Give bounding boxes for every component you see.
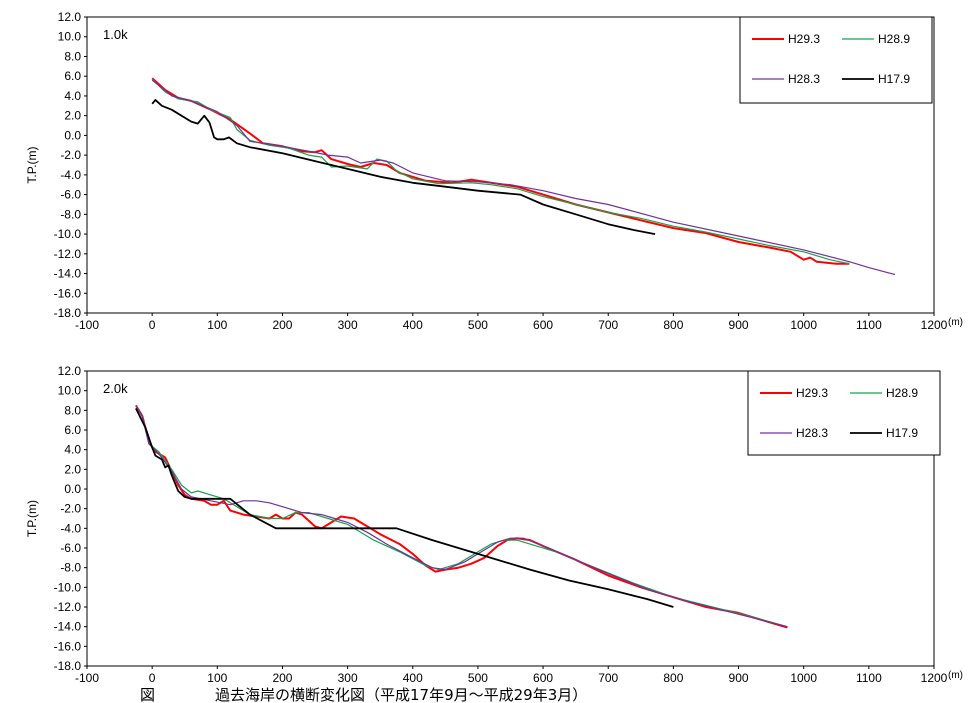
y-tick-label: -4.0 [60, 521, 81, 535]
x-tick-label: -100 [75, 671, 99, 685]
y-tick-label: -18.0 [54, 659, 82, 673]
x-tick-label: 600 [533, 671, 553, 685]
x-tick-label: 200 [272, 318, 292, 332]
series-line-H17.9 [135, 408, 674, 608]
y-tick-label: -8.0 [60, 207, 81, 221]
plot-frame [86, 370, 935, 667]
legend-label-H17.9: H17.9 [886, 426, 918, 440]
y-tick-label: 10.0 [58, 30, 82, 44]
legend-label-H28.9: H28.9 [878, 32, 910, 46]
x-tick-label: 900 [729, 318, 749, 332]
y-tick-label: -10.0 [54, 580, 82, 594]
x-tick-label: 700 [598, 671, 618, 685]
x-tick-label: 300 [338, 671, 358, 685]
y-tick-label: -14.0 [54, 620, 82, 634]
chart-title: 2.0k [103, 381, 128, 396]
x-tick-label: 1100 [856, 318, 882, 332]
series-line-H29.3 [135, 404, 788, 629]
series-line-H28.3 [151, 79, 896, 276]
legend-label-H17.9: H17.9 [878, 72, 910, 86]
x-tick-label: 400 [403, 671, 423, 685]
x-tick-label: 100 [207, 671, 227, 685]
y-tick-label: -4.0 [60, 168, 81, 182]
legend-label-H29.3: H29.3 [796, 386, 828, 400]
x-tick-label: 900 [729, 671, 749, 685]
legend-box [739, 16, 933, 104]
x-tick-label: 700 [598, 318, 618, 332]
y-tick-label: -6.0 [60, 188, 81, 202]
x-tick-label: -100 [75, 318, 99, 332]
x-tick-label: 200 [272, 671, 292, 685]
plot-frame [86, 16, 935, 314]
x-tick-label: 0 [149, 318, 156, 332]
series-line-H28.9 [135, 405, 788, 628]
x-tick-label: 1000 [790, 318, 817, 332]
y-tick-label: -18.0 [54, 306, 82, 320]
y-tick-label: 0.0 [64, 128, 81, 142]
y-tick-label: -12.0 [54, 600, 82, 614]
x-tick-label: 800 [663, 671, 683, 685]
x-tick-label: 100 [207, 318, 227, 332]
x-tick-label: 600 [533, 318, 553, 332]
y-tick-label: 0.0 [64, 482, 81, 496]
y-tick-label: 10.0 [58, 384, 82, 398]
x-tick-label: 500 [468, 671, 488, 685]
y-tick-label: 2.0 [64, 109, 81, 123]
legend-label-H28.3: H28.3 [796, 426, 828, 440]
x-tick-label: 800 [663, 318, 683, 332]
y-axis-label: T.P.(m) [25, 500, 39, 537]
y-tick-label: -8.0 [60, 561, 81, 575]
y-tick-label: -10.0 [54, 227, 82, 241]
chart-1-0k: 12.0 10.0 8.0 6.0 4.0 2.0 0.0 -2.0 -4.0 -6.0 -8.0 -… [25, 10, 963, 332]
y-tick-label: 6.0 [64, 423, 81, 437]
x-tick-label: 400 [403, 318, 423, 332]
y-tick-label: 8.0 [64, 49, 81, 63]
legend-box [747, 370, 941, 456]
x-tick-label: 1100 [856, 671, 882, 685]
y-tick-label: 8.0 [64, 403, 81, 417]
y-tick-label: -12.0 [54, 247, 82, 261]
y-tick-label: -16.0 [54, 286, 82, 300]
y-tick-label: -2.0 [60, 148, 81, 162]
y-axis-label: T.P.(m) [25, 146, 39, 183]
y-tick-label: 12.0 [58, 364, 82, 378]
series-line-H28.9 [151, 78, 850, 265]
x-tick-label: 300 [338, 318, 358, 332]
y-tick-label: 4.0 [64, 443, 81, 457]
y-tick-label: 12.0 [58, 10, 82, 24]
series-line-H29.3 [151, 77, 850, 265]
series-line-H28.3 [135, 405, 788, 628]
y-tick-label: -2.0 [60, 502, 81, 516]
x-tick-label: 500 [468, 318, 488, 332]
x-tick-label: 1200 [921, 318, 948, 332]
y-tick-label: 6.0 [64, 69, 81, 83]
chart-2-0k: 12.0 10.0 8.0 6.0 4.0 2.0 0.0 -2.0 -4.0 -6.0 -8.0 -… [25, 364, 963, 685]
figure-caption: 図 過去海岸の横断変化図（平成17年9月〜平成29年3月） [140, 686, 587, 703]
legend-label-H29.3: H29.3 [788, 32, 820, 46]
series-line-H17.9 [151, 99, 656, 235]
x-unit-label: (m) [948, 317, 963, 328]
y-tick-label: 2.0 [64, 462, 81, 476]
legend-label-H28.3: H28.3 [788, 72, 820, 86]
x-tick-label: 1200 [921, 671, 948, 685]
x-tick-label: 0 [149, 671, 156, 685]
chart-title: 1.0k [103, 27, 128, 42]
y-tick-label: 4.0 [64, 89, 81, 103]
y-tick-label: -6.0 [60, 541, 81, 555]
y-tick-label: -16.0 [54, 639, 82, 653]
x-unit-label: (m) [948, 670, 963, 681]
x-tick-label: 1000 [790, 671, 817, 685]
y-tick-label: -14.0 [54, 267, 82, 281]
legend-label-H28.9: H28.9 [886, 386, 918, 400]
